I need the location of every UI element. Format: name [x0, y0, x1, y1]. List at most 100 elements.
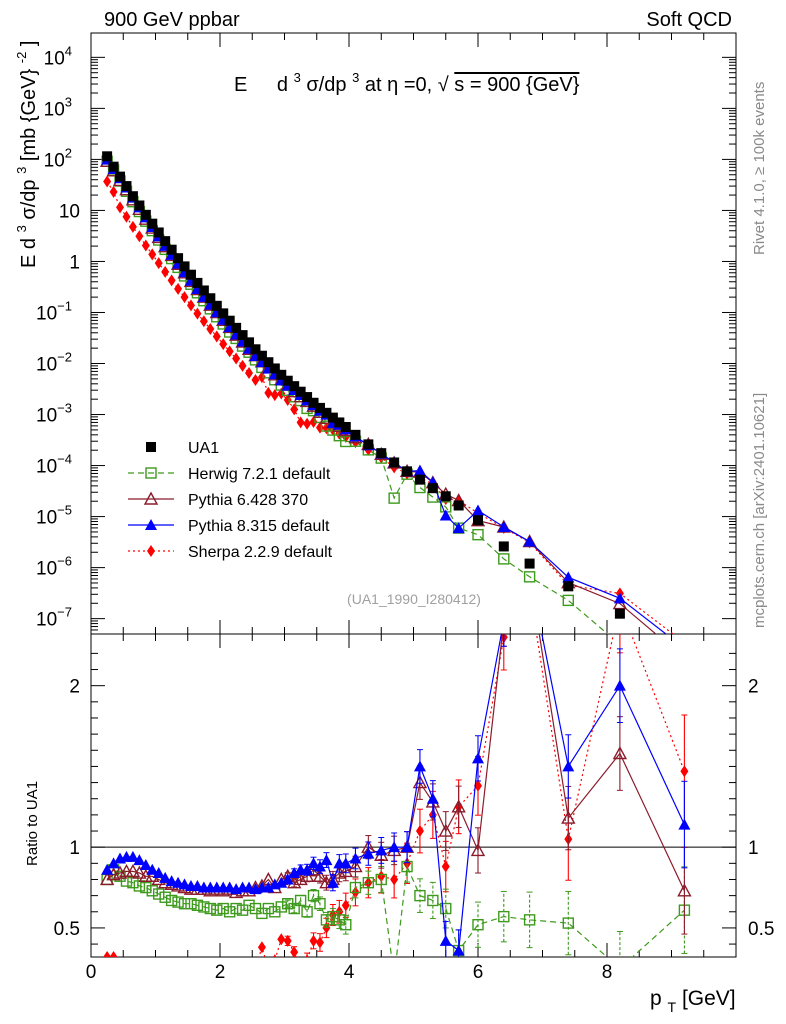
ua1-point	[127, 191, 138, 202]
herwig-ratio-point	[615, 963, 625, 973]
pythia-point	[523, 535, 536, 547]
series-sherpa	[103, 175, 675, 634]
herwig-ratio-point	[320, 914, 333, 926]
ua1-point	[185, 269, 196, 280]
ua1-point	[327, 412, 338, 423]
y-tick-label: 102	[44, 145, 72, 171]
ua1-point	[134, 200, 145, 211]
ua1-point	[389, 457, 400, 468]
y-tick-label: 10−3	[36, 401, 72, 427]
sherpa-ratio-point	[403, 857, 412, 870]
ylabel-d: d	[18, 238, 40, 249]
pythia-ratio-point	[613, 679, 626, 691]
ua1-point	[340, 421, 351, 432]
pythia-ratio-point	[281, 873, 294, 885]
sherpa-point	[199, 315, 208, 328]
herwig-point	[562, 594, 574, 607]
sherpa-point	[135, 230, 144, 243]
ua1-point	[173, 253, 184, 264]
ua1-point	[121, 181, 132, 192]
sherpa-ratio-point	[290, 946, 299, 957]
herwig-ratio-point	[389, 971, 399, 981]
y-tick-label: 10−1	[36, 298, 72, 324]
legend-label: Sherpa 2.2.9 default	[188, 544, 333, 561]
sherpa-ratio-point	[251, 962, 259, 974]
ratio-tick-label-right: 0.5	[748, 919, 774, 940]
ua1-point	[269, 363, 280, 374]
pythia-point	[472, 504, 484, 516]
header-right: Soft QCD	[646, 9, 732, 31]
x-tick-label: 2	[215, 962, 226, 983]
legend-item-pythia: Pythia 8.315 default	[128, 518, 330, 535]
sherpa-point	[212, 330, 221, 343]
y-tick-base: 10	[36, 457, 57, 478]
sherpa-ratio-point	[226, 962, 234, 974]
pythia-ratio-point	[472, 752, 484, 764]
sherpa-point	[303, 417, 312, 430]
herwig-line	[106, 160, 609, 634]
title-e: E	[234, 74, 247, 96]
sherpa-ratio-point	[283, 934, 292, 947]
ua1-point	[256, 350, 267, 361]
herwig-point	[679, 657, 689, 667]
herwig-ratio-point	[172, 896, 184, 908]
pythia-ratio-point	[678, 818, 691, 830]
pythia-point	[613, 592, 626, 604]
sherpa-ratio-point	[135, 962, 143, 974]
herwig-ratio-point	[375, 873, 387, 886]
ua1-point	[231, 322, 242, 333]
pythia-line	[106, 160, 657, 634]
x-tick-label: 4	[344, 962, 355, 983]
herwig-ratio-point	[153, 888, 165, 900]
pythia-ratio-point	[426, 792, 439, 804]
herwig-point	[472, 528, 484, 541]
y-tick-label: 103	[44, 94, 72, 120]
ratio-tick-label: 2	[69, 677, 80, 698]
legend-item-pythia: Pythia 6.428 370	[128, 491, 308, 509]
ua1-point	[140, 209, 151, 220]
ua1-point	[147, 218, 158, 229]
pythia-ratio-point	[375, 844, 388, 856]
xlabel-sub: T	[668, 999, 677, 1015]
herwig-ratio-point	[243, 899, 255, 912]
sherpa-point	[264, 386, 273, 399]
ua1-point	[192, 277, 203, 288]
pythia-ratio-point	[349, 852, 362, 864]
pythia-ratio-point	[562, 760, 575, 772]
herwig-ratio-point	[314, 898, 326, 910]
pythia-ratio-point	[320, 854, 333, 866]
sherpa-ratio-point	[239, 962, 247, 974]
herwig-point	[523, 571, 536, 583]
herwig-point	[498, 553, 510, 565]
sherpa-ratio-point	[257, 941, 266, 954]
sherpa-point	[193, 307, 202, 320]
pythia-ratio-point	[312, 868, 328, 882]
title-sqrt: √	[438, 74, 449, 96]
y-tick-label: 10−4	[36, 452, 72, 478]
pythia-ratio-point	[388, 841, 401, 853]
sherpa-ratio-point	[109, 951, 118, 957]
sherpa-ratio-point	[232, 962, 240, 974]
ratio-y-label: Ratio to UA1	[24, 781, 41, 866]
herwig-ratio-point	[414, 889, 426, 902]
herwig-ratio-point	[178, 898, 191, 910]
series-ua1	[102, 151, 625, 619]
sherpa-point	[122, 210, 131, 223]
pythia-ratio-point	[470, 842, 486, 857]
sherpa-point	[174, 282, 183, 295]
ratio-data-layer	[99, 634, 692, 981]
herwig-ratio-point	[288, 902, 300, 915]
y-tick-label: 10	[59, 201, 80, 222]
sherpa-ratio-point	[116, 962, 124, 974]
legend-item-herwig: Herwig 7.2.1 default	[128, 466, 331, 483]
herwig-ratio-point	[191, 899, 204, 912]
sherpa-point	[128, 220, 137, 233]
ylabel-unit: [mb {GeV}	[18, 68, 40, 161]
pythia-point	[678, 642, 690, 653]
herwig-ratio-point	[165, 894, 178, 907]
ua1-point	[211, 300, 222, 311]
sherpa-point	[103, 175, 112, 188]
legend-marker	[145, 467, 157, 479]
main-data-layer	[99, 151, 690, 667]
